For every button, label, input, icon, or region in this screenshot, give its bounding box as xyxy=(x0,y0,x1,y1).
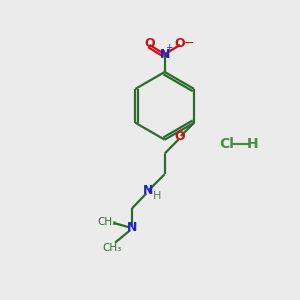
Text: N: N xyxy=(143,184,154,197)
Text: Cl: Cl xyxy=(219,137,234,151)
Text: CH₃: CH₃ xyxy=(102,243,121,253)
Text: +: + xyxy=(165,43,172,52)
Text: O: O xyxy=(174,130,184,142)
Text: O: O xyxy=(175,37,185,50)
Text: H: H xyxy=(152,191,161,201)
Text: −: − xyxy=(184,37,194,50)
Text: CH₃: CH₃ xyxy=(98,217,117,227)
Text: N: N xyxy=(160,47,170,61)
Text: H: H xyxy=(247,137,259,151)
Text: O: O xyxy=(144,37,155,50)
Text: N: N xyxy=(127,221,137,234)
